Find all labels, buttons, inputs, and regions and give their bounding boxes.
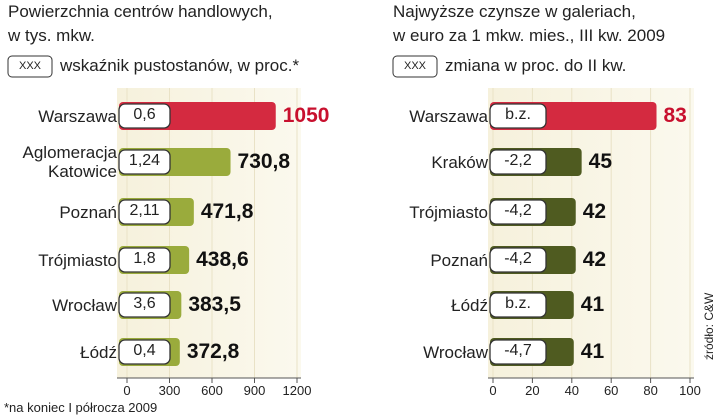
category-label: Wrocław xyxy=(52,295,117,315)
chart-title: w euro za 1 mkw. mies., III kw. 2009 xyxy=(393,26,666,45)
indicator-box xyxy=(489,103,547,129)
indicator-box xyxy=(489,339,547,365)
x-tick-label: 0 xyxy=(123,383,131,398)
value-label: 1050 xyxy=(282,104,330,127)
x-tick-label: 1200 xyxy=(282,383,312,398)
indicator-box xyxy=(118,199,171,225)
category-label: Wrocław xyxy=(423,342,488,362)
x-tick-label: 600 xyxy=(201,383,223,398)
value-label: 372,8 xyxy=(186,340,240,363)
indicator-box xyxy=(118,149,171,175)
category-label: Warszawa xyxy=(38,106,117,126)
legend-box-text: XXX xyxy=(18,60,41,72)
value-label: 438,6 xyxy=(196,248,249,271)
footnote: *na koniec I półrocza 2009 xyxy=(4,400,158,415)
x-tick-label: 0 xyxy=(489,383,497,398)
x-tick-label: 300 xyxy=(158,383,181,398)
value-label: 83 xyxy=(663,104,687,127)
x-tick-label: 20 xyxy=(525,383,540,398)
indicator-box xyxy=(118,247,171,273)
indicator-label: b.z. xyxy=(505,295,531,312)
plot-background xyxy=(488,88,694,378)
category-label: Trójmiasto xyxy=(38,250,117,270)
value-label: 45 xyxy=(588,150,612,173)
category-label: Łódź xyxy=(80,342,117,362)
indicator-box xyxy=(489,199,547,225)
x-tick-label: 80 xyxy=(643,383,658,398)
indicator-box xyxy=(489,149,547,175)
indicator-label: 2,11 xyxy=(129,202,160,219)
category-label: Trójmiasto xyxy=(409,202,488,222)
legend-box-text: XXX xyxy=(403,60,426,72)
category-label: Kraków xyxy=(431,152,488,172)
indicator-label: -2,2 xyxy=(504,152,532,169)
source: źródło: C&W xyxy=(702,292,716,360)
value-label: 383,5 xyxy=(188,293,241,316)
value-label: 730,8 xyxy=(237,150,291,173)
plot-background xyxy=(117,88,301,378)
x-tick-label: 900 xyxy=(243,383,266,398)
chart-title: w tys. mkw. xyxy=(8,26,95,45)
indicator-box xyxy=(489,247,547,273)
indicator-box xyxy=(118,339,171,365)
value-label: 42 xyxy=(582,248,607,271)
indicator-label: 0,6 xyxy=(133,106,156,123)
chart-title: Najwyższe czynsze w galeriach, xyxy=(393,2,636,21)
indicator-label: 1,24 xyxy=(128,152,161,169)
category-label: Aglomeracja Katowice xyxy=(22,143,118,181)
x-tick-label: 100 xyxy=(679,383,701,398)
value-label: 41 xyxy=(580,340,605,363)
legend-box xyxy=(7,55,53,78)
legend-text: zmiana w proc. do II kw. xyxy=(445,56,627,75)
x-tick-label: 60 xyxy=(603,383,619,398)
indicator-label: b.z. xyxy=(505,106,531,123)
legend-box xyxy=(392,55,438,78)
indicator-label: -4,2 xyxy=(504,202,532,219)
category-label: Warszawa xyxy=(409,106,488,126)
indicator-label: 3,6 xyxy=(133,295,156,312)
indicator-box xyxy=(118,292,171,318)
category-label: Łódź xyxy=(451,295,488,315)
category-label: Poznań xyxy=(59,202,117,222)
legend-text: wskaźnik pustostanów, w proc.* xyxy=(60,56,300,75)
indicator-label: 0,4 xyxy=(133,342,156,359)
indicator-box xyxy=(118,103,171,129)
indicator-box xyxy=(489,292,547,318)
chart-title: Powierzchnia centrów handlowych, xyxy=(8,2,273,21)
indicator-label: -4,2 xyxy=(504,250,532,267)
x-tick-label: 40 xyxy=(564,383,580,398)
indicator-label: 1,8 xyxy=(133,250,156,267)
value-label: 41 xyxy=(580,293,605,316)
value-label: 42 xyxy=(582,200,607,223)
indicator-label: -4,7 xyxy=(504,342,532,359)
category-label: Poznań xyxy=(430,250,488,270)
value-label: 471,8 xyxy=(200,200,254,223)
